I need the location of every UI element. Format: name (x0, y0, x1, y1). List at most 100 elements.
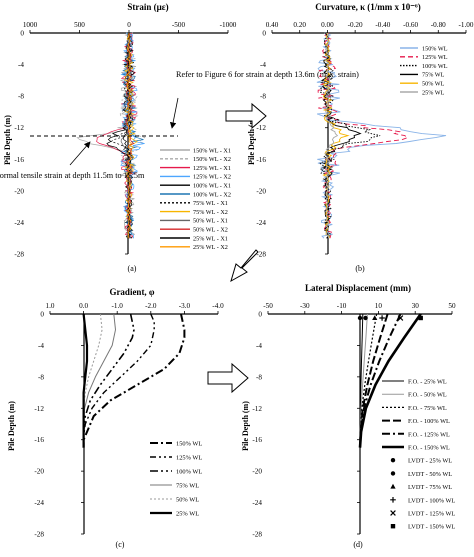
panel-d-legend-label: LVDT - 25% WL (408, 458, 452, 465)
panel-c-series-line (82, 313, 135, 448)
panel-a-series-line (110, 32, 134, 239)
panel-d-lvdt-marker (379, 315, 385, 321)
panel-c-legend-label: 150% WL (176, 441, 202, 448)
panel-d-legend-marker (390, 458, 396, 463)
panel-d-y-tick-label: -12 (252, 405, 262, 413)
panel-a-y-tick-label: -16 (14, 156, 24, 164)
panel-c-series-line (82, 313, 89, 448)
panel-c-y-tick-label: -28 (34, 531, 44, 539)
panel-a-annotation-refer: Refer to Figure 6 for strain at depth 13… (176, 70, 359, 79)
panel-d-legend-label: LVDT - 125% WL (408, 511, 455, 518)
panel-c-y-tick-label: -20 (34, 468, 44, 476)
panel-b-ylabel: Pile Depth (m) (247, 115, 256, 165)
panel-c-title: Gradient, φ (109, 287, 154, 297)
panel-b-legend-label: 100% WL (422, 63, 448, 70)
panel-a-x-tick-label: 1000 (23, 21, 38, 29)
panel-d-legend-marker (390, 471, 396, 476)
panel-c-ylabel: Pile Depth (m) (7, 401, 16, 451)
panel-a-legend-label: 25% WL - X1 (193, 235, 228, 242)
panel-a-legend-label: 50% WL - X1 (193, 218, 228, 225)
panel-b-x-tick-label: -0.60 (403, 21, 418, 29)
panel-b-series-line (322, 32, 350, 239)
panel-a-x-tick-label: -500 (172, 21, 186, 29)
panel-d-legend-label: LVDT - 50% WL (408, 471, 452, 478)
panel-c-legend-label: 100% WL (176, 469, 202, 476)
panel-d-y-tick-label: -16 (252, 436, 262, 444)
panel-d-x-tick-label: 50 (448, 302, 456, 310)
panel-c: Gradient, φ 1.0 0.0 -1.0 -2.0 -3.0 -4.0 0 -4 -8… (7, 287, 224, 549)
panel-a-x-tick-label: 500 (74, 21, 85, 29)
panel-d-legend-marker (390, 510, 396, 516)
panel-d-y-tick-label: -24 (252, 499, 262, 507)
panel-b-label: (b) (355, 264, 365, 273)
panel-b-legend-label: 75% WL (422, 72, 445, 79)
panel-a-legend-label: 50% WL - X2 (193, 227, 228, 234)
panel-a-y-tick-label: -20 (14, 187, 24, 195)
panel-d-y-tick-label: -28 (252, 531, 262, 539)
panel-d-legend-label: F.O. - 125% WL (408, 431, 450, 438)
panel-d-legend-label: F.O. - 100% WL (408, 418, 450, 425)
panel-b-y-tick-label: -24 (256, 219, 266, 227)
panel-d-ylabel: Pile Depth (m) (241, 401, 250, 451)
panel-d-legend-label: F.O. - 150% WL (408, 445, 450, 452)
panel-a-y-tick-label: -12 (14, 124, 24, 132)
panel-a-legend-label: 25% WL - X2 (193, 244, 228, 251)
panel-d-x-tick-label: -50 (263, 302, 273, 310)
panel-b-x-tick-label: -0.20 (348, 21, 363, 29)
panel-b-y-tick-label: 0 (262, 30, 266, 38)
panel-b-y-tick-label: -28 (256, 251, 266, 259)
panel-d-x-tick-label: -10 (337, 302, 347, 310)
panel-d-legend-marker (390, 483, 396, 489)
panel-b-x-tick-label: -1.00 (459, 21, 474, 29)
panel-a-legend-label: 75% WL - X2 (193, 209, 228, 216)
panel-c-x-tick-label: 0.0 (79, 302, 88, 310)
panel-a-title: Strain (με) (127, 2, 168, 12)
panel-c-y-tick-label: -24 (34, 499, 44, 507)
panel-a-legend-label: 100% WL - X1 (193, 183, 231, 190)
panel-a-series-line (121, 32, 144, 239)
panel-a-annotation-abnormal: Abnormal tensile strain at depth 11.5m t… (0, 171, 145, 180)
panel-d-y-tick-label: 0 (258, 311, 262, 319)
panel-b-legend-label: 150% WL (422, 45, 448, 52)
panel-d-label: (d) (353, 540, 363, 549)
panel-d-lvdt-marker (363, 315, 368, 321)
panel-b-x-tick-label: 0.20 (293, 21, 306, 29)
panel-b-series-line (324, 32, 339, 239)
panel-d-x-tick-label: 10 (375, 302, 383, 310)
panel-d-legend-label: F.O. - 50% WL (408, 392, 447, 399)
panel-a-x-tick-label: 0 (127, 21, 131, 29)
panel-b-y-tick-label: -20 (256, 187, 266, 195)
panel-d-y-tick-label: -4 (256, 342, 262, 350)
panel-d-series-line (359, 313, 402, 448)
panel-c-legend-label: 125% WL (176, 455, 202, 462)
panel-c-y-tick-label: -8 (38, 373, 44, 381)
panel-b-legend-label: 50% WL (422, 81, 445, 88)
panel-d-lvdt-marker (357, 315, 363, 321)
panel-b-x-tick-label: -0.80 (431, 21, 446, 29)
arrow-a-to-b (225, 102, 267, 130)
panel-a-annotation-refer-arrow (169, 97, 179, 129)
panel-c-x-tick-label: -1.0 (112, 302, 124, 310)
panel-a-x-tick-label: -1000 (220, 21, 237, 29)
panel-c-y-tick-label: 0 (40, 311, 44, 319)
panel-a-legend-label: 150% WL - X2 (193, 156, 231, 163)
arrow-b-to-c (230, 249, 259, 283)
panel-a-y-tick-label: -28 (14, 251, 24, 259)
panel-d-legend-marker (390, 497, 396, 503)
panel-a-y-tick-label: 0 (20, 30, 24, 38)
panel-b-y-tick-label: -4 (260, 61, 266, 69)
panel-b-title: Curvature, κ (1/mm x 10⁻⁶) (315, 2, 421, 12)
panel-d-title: Lateral Displacement (mm) (305, 283, 411, 293)
panel-b-x-tick-label: -0.40 (375, 21, 390, 29)
panel-d-legend-marker (390, 524, 396, 529)
panel-c-y-tick-label: -12 (34, 405, 44, 413)
panel-d-y-tick-label: -8 (256, 373, 262, 381)
panel-d-legend-label: LVDT - 100% WL (408, 497, 455, 504)
panel-d-y-tick-label: -20 (252, 468, 262, 476)
panel-d-lvdt-marker (397, 315, 404, 321)
panel-c-series-line (82, 313, 155, 448)
panel-b-x-tick-label: 0.40 (266, 21, 279, 29)
panel-a-label: (a) (128, 264, 137, 273)
